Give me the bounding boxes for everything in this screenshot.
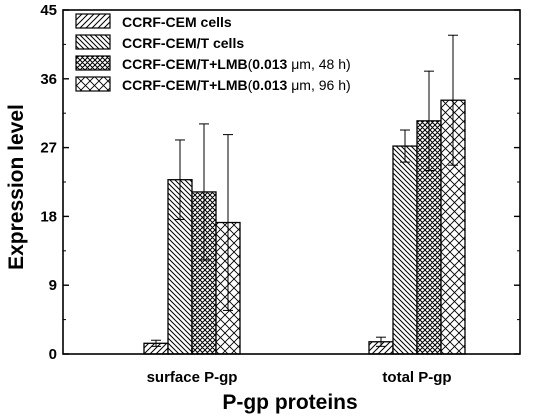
legend: CCRF-CEM cells CCRF-CEM/T cells CCRF-CEM/T… (75, 13, 351, 93)
x-tick-label: total P-gp (382, 369, 451, 386)
y-tick-label: 36 (40, 71, 57, 88)
legend-label: CCRF-CEM cells (122, 14, 232, 30)
error-bar-total-p-gp-series-4 (448, 34, 458, 166)
legend-label: CCRF-CEM/T+LMB(0.013 μm, 48 h) (122, 56, 351, 72)
legend-swatch (75, 34, 111, 50)
legend-label: CCRF-CEM/T+LMB(0.013 μm, 96 h) (122, 77, 351, 93)
y-tick-label: 0 (49, 346, 57, 363)
error-bar-surface-p-gp-series-2 (175, 139, 185, 220)
error-bar-total-p-gp-series-3 (424, 70, 434, 172)
error-bar-surface-p-gp-series-1 (151, 339, 161, 347)
y-tick-label: 18 (40, 208, 57, 225)
error-bar-surface-p-gp-series-3 (199, 123, 209, 261)
legend-label: CCRF-CEM/T cells (122, 35, 244, 51)
legend-swatch (75, 55, 111, 71)
y-tick-label: 27 (40, 140, 57, 157)
y-axis-title: Expression level (5, 104, 28, 270)
error-bar-total-p-gp-series-2 (400, 129, 410, 163)
error-bar-total-p-gp-series-1 (376, 336, 386, 347)
x-tick-label: surface P-gp (147, 369, 238, 386)
y-tick-label: 45 (40, 2, 57, 19)
error-bar-surface-p-gp-series-4 (223, 134, 233, 311)
x-axis-title: P-gp proteins (222, 391, 357, 414)
y-tick-label: 9 (49, 277, 57, 294)
bar-total-p-gp-series-2 (392, 145, 418, 355)
legend-swatch (75, 13, 111, 29)
legend-swatch (75, 76, 111, 92)
